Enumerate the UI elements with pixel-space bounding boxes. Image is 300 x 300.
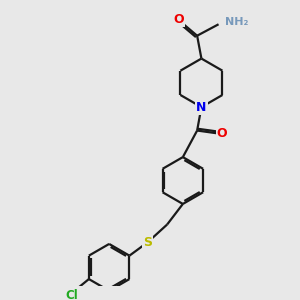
Text: N: N — [196, 100, 207, 114]
Text: S: S — [143, 236, 152, 249]
Text: O: O — [217, 127, 227, 140]
Text: O: O — [173, 14, 184, 26]
Text: NH₂: NH₂ — [225, 17, 248, 27]
Text: Cl: Cl — [65, 289, 78, 300]
